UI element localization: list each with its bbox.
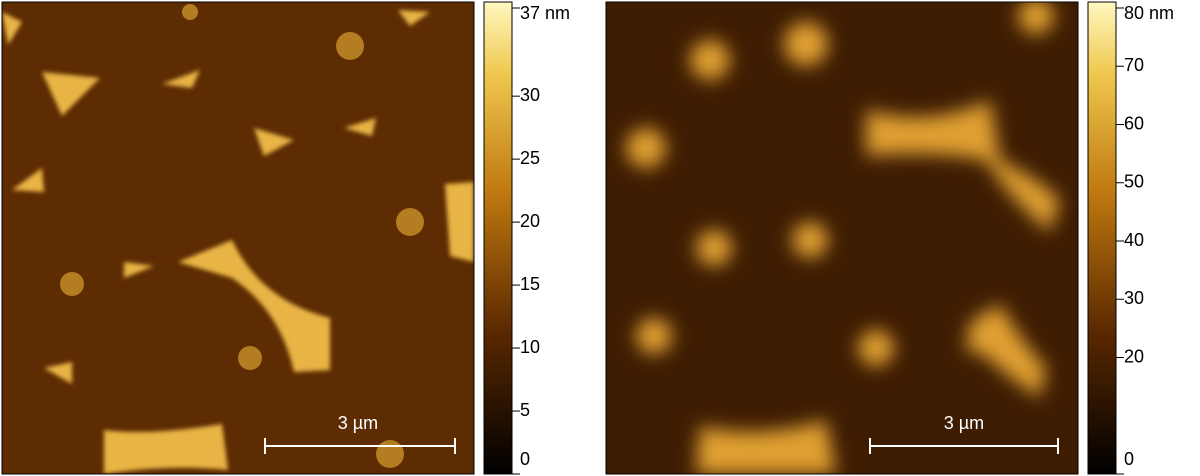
colorbar-tick-label: 80 nm <box>1124 3 1174 23</box>
colorbar-tick-label: 0 <box>520 449 530 469</box>
scale-bar-label: 3 µm <box>944 413 984 433</box>
colorbar-tick-label: 10 <box>520 337 540 357</box>
colorbar-tick-label: 37 nm <box>520 3 570 23</box>
colorbar-tick-label: 50 <box>1124 172 1144 192</box>
afm-image-right: 3 µm <box>606 2 1078 474</box>
colorbar-tick-label: 25 <box>520 148 540 168</box>
colorbar-tick-label: 15 <box>520 274 540 294</box>
frame <box>605 1 1079 475</box>
colorbar-tick-label: 5 <box>520 400 530 420</box>
scale-bar-label: 3 µm <box>338 413 378 433</box>
colorbar <box>483 1 513 475</box>
colorbar-tick-label: 20 <box>520 211 540 231</box>
colorbar-tick-label: 20 <box>1124 346 1144 366</box>
colorbar-tick-label: 0 <box>1124 449 1134 469</box>
colorbar-tick-label: 30 <box>1124 288 1144 308</box>
colorbar-tick-label: 40 <box>1124 230 1144 250</box>
frame <box>1 1 475 475</box>
colorbar-tick-label: 70 <box>1124 55 1144 75</box>
afm-image-left: 3 µm <box>2 2 474 474</box>
colorbar <box>1087 1 1117 475</box>
colorbar-tick-label: 30 <box>520 85 540 105</box>
colorbar-tick-label: 60 <box>1124 113 1144 133</box>
